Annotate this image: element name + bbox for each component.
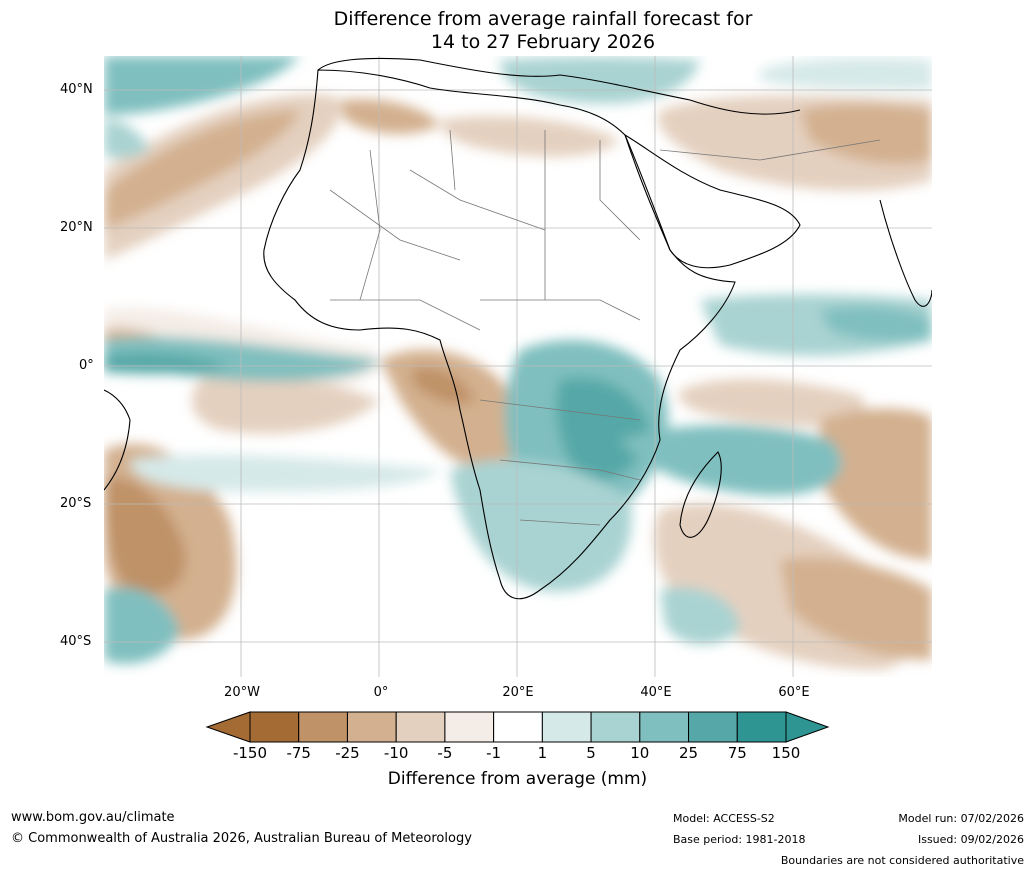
colorbar-swatch [590,711,641,743]
base-period-text: Base period: 1981-2018 [673,833,806,846]
colorbar-swatch [541,711,592,743]
anomaly-region-dry [104,478,186,594]
lat-label-40s: 40°S [60,634,92,649]
anomaly-region-wet [450,460,632,592]
colorbar-swatch [395,711,446,743]
anomaly-region-wet [130,454,440,492]
anomaly-region-dry [410,367,475,405]
lon-label-20e: 20°E [502,685,534,700]
title-line-2: 14 to 27 February 2026 [430,31,656,53]
issued-text: Issued: 09/02/2026 [917,833,1024,846]
anomaly-region-dry [340,99,440,135]
colorbar-label: Difference from average (mm) [387,769,648,789]
lon-label-40e: 40°E [640,685,672,700]
colorbar-tick-label: -1 [486,744,502,762]
website-text: www.bom.gov.au/climate [11,810,175,825]
anomaly-region-wet [104,353,230,374]
colorbar-tick-label: -10 [383,744,409,762]
anomaly-region-dry [780,557,932,660]
anomaly-region-dry [104,110,300,230]
title-line-1: Difference from average rainfall forecas… [333,8,753,30]
europe-coastline [317,57,801,115]
colorbar-tick-label: 5 [586,744,596,762]
disclaimer-text: Boundaries are not considered authoritat… [780,854,1024,867]
anomaly-region-dry [678,378,866,427]
anomaly-region-wet [556,377,650,483]
lat-label-0: 0° [79,358,94,373]
colorbar-swatch [249,711,300,743]
colorbar-tick-label: -150 [232,744,268,762]
anomaly-region-wet [104,56,300,115]
anomaly-region-dry [104,94,342,261]
colorbar-swatch [493,711,543,743]
lon-label-0: 0° [373,685,389,700]
colorbar-swatch [688,711,738,743]
lat-label-20s: 20°S [60,496,92,511]
colorbar-swatch [444,711,495,743]
anomaly-region-dry [191,376,380,434]
colorbar-tick-label: -75 [286,744,311,762]
anomaly-region-dry [820,408,932,560]
anomaly-region-wet [104,587,180,664]
anomaly-region-wet [104,119,150,159]
arabia-coastline [624,133,801,269]
anomaly-region-wet [660,587,740,645]
anomaly-region-wet [820,305,932,342]
graticule [104,56,932,677]
lat-label-20n: 20°N [60,220,93,235]
colorbar-tick-label: -25 [335,744,360,762]
anomaly-region-dry [440,116,620,157]
colorbar-tick-label: 75 [727,744,747,762]
anomaly-region-dry [800,104,932,164]
lat-label-40n: 40°N [60,82,93,97]
colorbar-over-arrow [785,711,830,743]
model-run-text: Model run: 07/02/2026 [898,812,1024,825]
lon-label-60e: 60°E [778,685,810,700]
south-america-coastline [104,389,131,491]
lon-label-20w: 20°W [224,685,260,700]
colorbar-swatch [736,711,787,743]
colorbar-tick-label: 1 [537,744,548,762]
copyright-text: © Commonwealth of Australia 2026, Austra… [11,831,472,846]
anomaly-region-wet [760,57,932,90]
map-field [104,56,932,677]
colorbar-tick-label: 25 [678,744,699,762]
colorbar-tick-label: 150 [771,744,801,762]
colorbar-swatch [346,711,397,743]
colorbar-swatch [639,711,690,743]
coastlines [104,57,932,600]
india-coastline [879,199,932,307]
colorbar-under-arrow [205,711,251,743]
colorbar-tick-label: -5 [437,744,453,762]
map-title: Difference from average rainfall forecas… [0,8,1035,54]
colorbar-swatch [298,711,348,743]
anomaly-region-wet [620,425,842,496]
model-text: Model: ACCESS-S2 [673,812,775,825]
colorbar-tick-label: 10 [630,744,650,762]
africa-coastline [263,69,736,600]
country-borders [329,129,881,526]
madagascar-coastline [679,451,722,538]
